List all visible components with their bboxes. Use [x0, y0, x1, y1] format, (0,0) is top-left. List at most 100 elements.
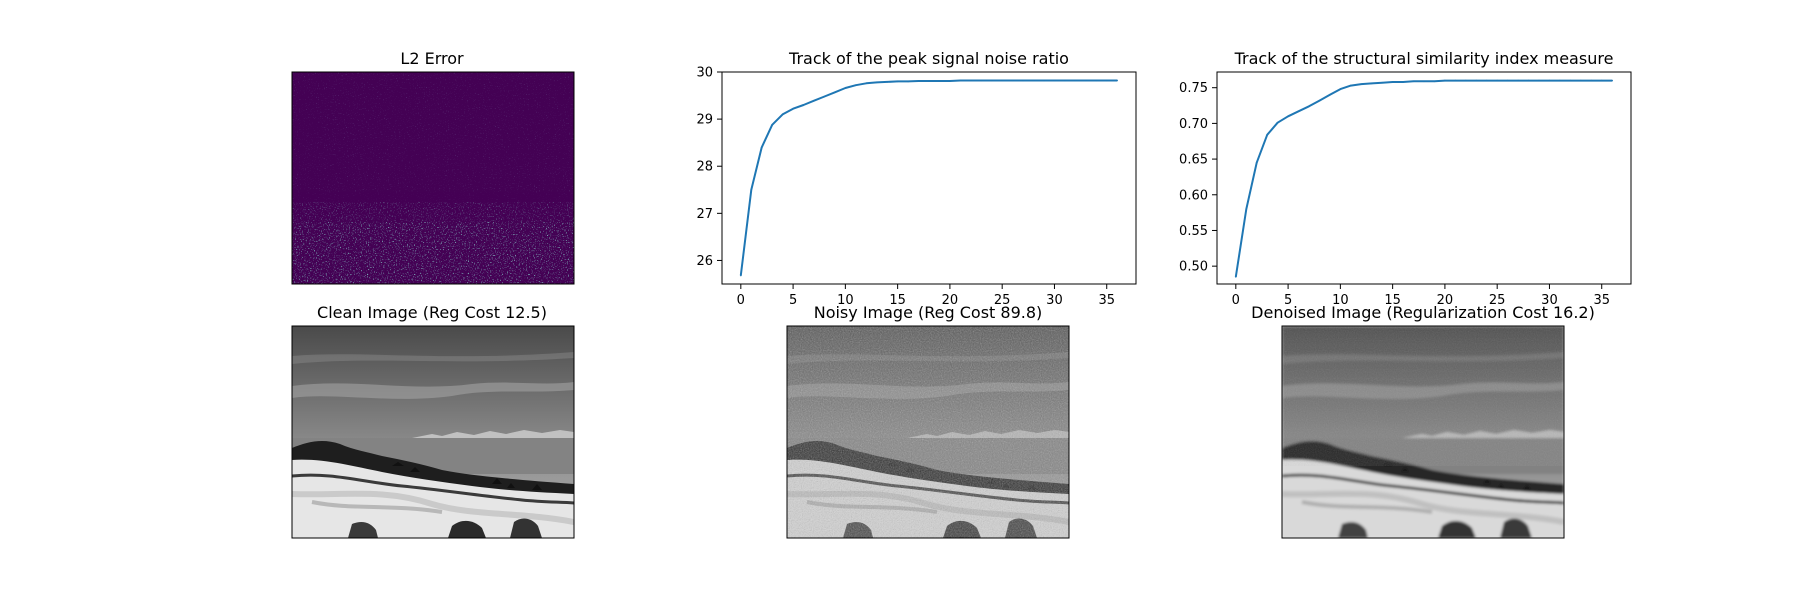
ssim-x-tick-label: 30 [1541, 293, 1558, 308]
ssim-data-point [1370, 82, 1373, 85]
denoised-image-title: Denoised Image (Regularization Cost 16.2… [1251, 303, 1595, 322]
psnr-data-point [1085, 79, 1087, 82]
psnr-data-point [865, 82, 868, 85]
ssim-x-tick-label: 35 [1593, 293, 1610, 308]
ssim-data-point [1590, 79, 1593, 82]
psnr-data-point [1053, 79, 1056, 82]
ssim-data-point [1245, 208, 1248, 210]
psnr-data-point [834, 91, 836, 94]
psnr-data-point [875, 81, 878, 84]
psnr-y-tick-label: 29 [696, 113, 713, 128]
ssim-data-point [1548, 79, 1551, 82]
ssim-data-point [1538, 79, 1540, 82]
psnr-data-point [938, 80, 941, 82]
ssim-data-point [1287, 115, 1289, 118]
ssim-x-tick-label: 25 [1489, 293, 1506, 308]
psnr-plot-frame [721, 71, 1137, 285]
ssim-data-point [1350, 84, 1352, 87]
ssim-x-tick-label: 15 [1384, 293, 1401, 308]
ssim-x-tick-label: 20 [1437, 293, 1454, 308]
ssim-data-point [1465, 79, 1467, 82]
ssim-data-point [1517, 79, 1519, 82]
ssim-data-point [1569, 79, 1572, 82]
psnr-x-ticks: 0 5 10 15 20 25 30 35 [737, 284, 1115, 308]
psnr-data-point [771, 123, 773, 126]
clean-image-panel: Clean Image (Reg Cost 12.5) [291, 303, 575, 539]
psnr-data-point [1074, 79, 1077, 82]
psnr-data-point [949, 80, 951, 82]
ssim-y-tick-label: 0.70 [1179, 117, 1208, 132]
l2-error-panel: L2 Error [291, 49, 575, 285]
ssim-y-tick-label: 0.75 [1179, 81, 1208, 96]
psnr-data-point [802, 104, 805, 106]
clean-image-title: Clean Image (Reg Cost 12.5) [317, 303, 547, 322]
ssim-data-point [1559, 79, 1561, 82]
psnr-data-point [959, 79, 962, 82]
denoised-image [1282, 326, 1564, 538]
psnr-x-tick-label: 0 [737, 293, 745, 308]
ssim-data-point [1255, 161, 1258, 164]
ssim-y-ticks: 0.50 0.55 0.60 0.65 0.70 0.75 [1179, 81, 1217, 275]
psnr-chart-title: Track of the peak signal noise ratio [788, 49, 1069, 68]
ssim-y-tick-label: 0.55 [1179, 224, 1208, 239]
ssim-data-point [1381, 81, 1383, 84]
psnr-data-point [1116, 79, 1118, 82]
ssim-data-point [1506, 79, 1509, 82]
l2-error-title: L2 Error [400, 49, 464, 68]
psnr-data-point [980, 79, 983, 82]
ssim-data-point [1235, 276, 1237, 278]
ssim-data-point [1402, 81, 1404, 83]
psnr-data-point [1011, 79, 1014, 82]
ssim-data-point [1444, 79, 1446, 82]
psnr-data-point [1032, 79, 1035, 82]
clean-image [292, 326, 574, 538]
psnr-data-point [1095, 79, 1098, 82]
psnr-data-point [781, 113, 784, 116]
ssim-y-tick-label: 0.65 [1179, 153, 1208, 168]
psnr-x-tick-label: 5 [789, 293, 797, 308]
noisy-image [787, 326, 1069, 538]
ssim-data-point [1527, 79, 1530, 82]
ssim-data-point [1308, 105, 1310, 108]
psnr-data-point [1001, 79, 1003, 82]
ssim-data-point [1412, 80, 1415, 83]
ssim-x-tick-label: 5 [1284, 293, 1292, 308]
ssim-data-point [1496, 79, 1498, 82]
psnr-data-point [917, 80, 920, 82]
ssim-data-point [1266, 134, 1268, 136]
psnr-y-tick-label: 26 [696, 254, 713, 269]
psnr-y-tick-label: 30 [696, 66, 713, 81]
psnr-data-point [1105, 79, 1108, 82]
ssim-data-point [1423, 80, 1425, 83]
ssim-data-point [1600, 79, 1603, 82]
psnr-x-tick-label: 10 [837, 293, 854, 308]
psnr-data-point [855, 84, 857, 86]
noisy-image-panel: Noisy Image (Reg Cost 89.8) [786, 303, 1070, 539]
psnr-y-ticks: 26 27 28 29 30 [696, 66, 722, 269]
psnr-data-point [823, 95, 826, 98]
ssim-data-point [1360, 83, 1363, 85]
psnr-y-tick-label: 27 [696, 207, 713, 222]
psnr-y-tick-label: 28 [696, 160, 713, 175]
psnr-data-point [896, 80, 899, 83]
noisy-image-title: Noisy Image (Reg Cost 89.8) [814, 303, 1043, 322]
ssim-data-point [1433, 80, 1436, 83]
psnr-x-tick-label: 30 [1046, 293, 1063, 308]
psnr-data-point [907, 80, 909, 83]
ssim-plot-frame [1216, 71, 1632, 285]
psnr-data-point [1064, 79, 1066, 82]
ssim-data-point [1318, 99, 1321, 102]
psnr-data-point [928, 80, 930, 82]
psnr-data-point [886, 81, 888, 83]
psnr-data-point [760, 146, 763, 149]
ssim-data-point [1297, 110, 1300, 113]
l2-error-heatmap [292, 72, 574, 284]
ssim-x-tick-label: 0 [1232, 293, 1240, 308]
ssim-y-tick-label: 0.50 [1179, 260, 1208, 275]
psnr-data-point [1043, 79, 1045, 82]
psnr-line [739, 79, 1118, 276]
ssim-data-point [1276, 121, 1279, 124]
psnr-chart: Track of the peak signal noise ratio 0 5 1… [696, 49, 1137, 308]
psnr-x-tick-label: 35 [1098, 293, 1115, 308]
